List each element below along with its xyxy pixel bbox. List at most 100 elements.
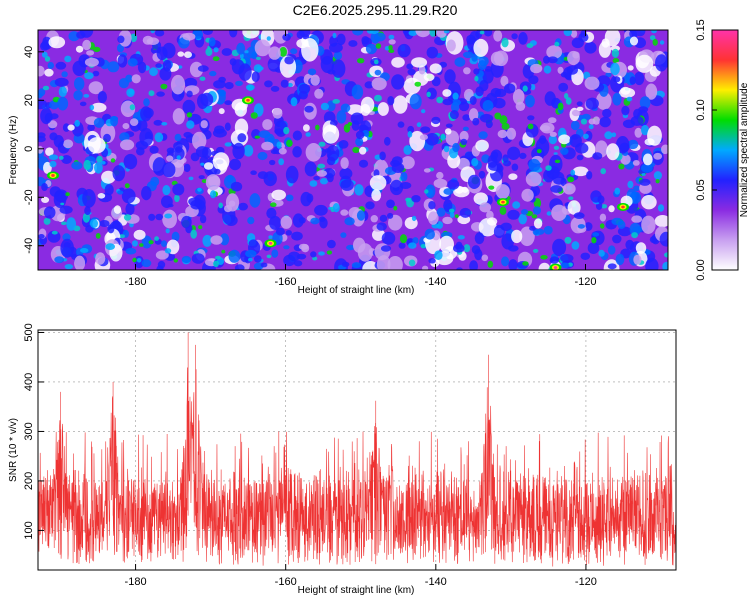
heatmap-x-tick-label: -160 xyxy=(274,276,296,288)
heatmap-spot xyxy=(567,50,580,66)
heatmap-x-ticks: -180 -160 -140 -120 xyxy=(124,30,597,288)
heatmap-spot xyxy=(45,147,54,156)
heatmap-spot xyxy=(214,125,225,134)
heatmap-spot xyxy=(612,92,622,106)
heatmap-spot xyxy=(119,132,130,142)
heatmap-spot xyxy=(94,162,103,174)
heatmap-spot xyxy=(401,156,415,170)
heatmap-spot xyxy=(511,33,518,40)
heatmap-spot xyxy=(494,112,502,120)
heatmap-spot xyxy=(563,30,572,37)
heatmap-spot xyxy=(384,46,390,51)
heatmap-spot xyxy=(512,201,521,209)
heatmap-spot xyxy=(543,225,553,235)
heatmap-spot xyxy=(627,65,634,71)
heatmap-spot xyxy=(442,216,453,225)
heatmap-spot xyxy=(117,35,125,44)
heatmap-spot xyxy=(200,162,205,166)
heatmap-spot xyxy=(612,58,620,64)
heatmap-spot xyxy=(379,214,388,222)
heatmap-spot xyxy=(629,191,642,204)
heatmap-spot xyxy=(64,264,74,270)
heatmap-spot xyxy=(607,263,617,270)
heatmap-spot xyxy=(95,252,106,265)
heatmap-spot xyxy=(198,225,203,230)
heatmap-spot xyxy=(444,69,456,84)
heatmap-spot xyxy=(473,68,480,75)
heatmap-spot xyxy=(82,39,92,51)
heatmap-spot xyxy=(580,252,591,260)
heatmap-hotspot xyxy=(501,200,505,204)
heatmap-spot xyxy=(239,53,244,59)
heatmap-spot xyxy=(190,229,197,239)
heatmap-spot xyxy=(161,195,173,208)
snr-x-tick-label: -140 xyxy=(425,576,447,588)
heatmap-spot xyxy=(664,252,668,258)
heatmap-spot xyxy=(299,30,311,38)
heatmap-spot xyxy=(127,58,138,67)
heatmap-spot xyxy=(59,205,73,214)
heatmap-spot xyxy=(371,189,382,202)
heatmap-spot xyxy=(462,114,471,121)
heatmap-spot xyxy=(317,163,326,169)
heatmap-spot xyxy=(376,222,387,231)
heatmap-spot xyxy=(183,131,193,138)
heatmap-spot xyxy=(416,122,422,128)
heatmap-spot xyxy=(58,86,67,98)
heatmap-spot xyxy=(453,244,465,253)
heatmap-spot xyxy=(411,195,421,203)
heatmap-spot xyxy=(212,56,220,62)
heatmap-spot xyxy=(473,38,489,57)
heatmap-hotspot xyxy=(246,98,250,102)
heatmap-spot xyxy=(213,260,219,267)
heatmap-spot xyxy=(651,30,657,34)
heatmap-spot xyxy=(519,152,527,159)
heatmap-spot xyxy=(557,66,564,74)
heatmap-spot xyxy=(266,207,277,219)
heatmap-spot xyxy=(113,205,122,214)
heatmap-spot xyxy=(569,134,582,148)
heatmap-spot xyxy=(576,101,583,107)
heatmap-spot xyxy=(533,248,539,253)
heatmap-spot xyxy=(51,230,58,235)
heatmap-spot xyxy=(570,30,578,38)
heatmap-spot xyxy=(219,233,230,246)
heatmap-spot xyxy=(154,132,164,143)
heatmap-spot xyxy=(373,169,380,177)
heatmap-spot xyxy=(469,96,477,105)
heatmap-spot xyxy=(459,207,472,218)
heatmap-spot xyxy=(181,255,192,264)
heatmap-spot xyxy=(341,261,350,267)
heatmap-spot xyxy=(38,88,46,97)
heatmap-spot xyxy=(53,135,64,148)
snr-y-ticks: 500 400 300 200 100 xyxy=(23,323,44,540)
heatmap-spot xyxy=(203,162,214,170)
heatmap-spot xyxy=(376,255,391,270)
heatmap-spot xyxy=(661,144,668,155)
heatmap-spot xyxy=(72,121,84,137)
heatmap-spot xyxy=(165,228,170,234)
heatmap-spot xyxy=(218,108,225,115)
heatmap-spot xyxy=(270,202,277,207)
heatmap-spot xyxy=(357,58,365,64)
heatmap-spot xyxy=(359,146,367,155)
heatmap-spot xyxy=(641,195,657,210)
heatmap-spot xyxy=(264,80,273,88)
heatmap-spot xyxy=(234,118,249,137)
heatmap-spot xyxy=(501,233,514,250)
heatmap-spot xyxy=(214,255,222,260)
heatmap-spot xyxy=(407,131,413,138)
heatmap-spot xyxy=(272,107,283,119)
heatmap-spot xyxy=(462,51,474,59)
heatmap-spot xyxy=(645,257,659,270)
heatmap-spot xyxy=(197,65,209,72)
heatmap-spot xyxy=(583,71,591,80)
heatmap-spot xyxy=(248,239,259,248)
heatmap-spot xyxy=(442,98,454,106)
heatmap-spot xyxy=(487,260,494,268)
heatmap-spot xyxy=(571,241,580,250)
heatmap-spot xyxy=(425,184,436,199)
heatmap-spot xyxy=(41,196,50,203)
heatmap-spot xyxy=(48,154,59,160)
heatmap-spot xyxy=(224,122,231,131)
